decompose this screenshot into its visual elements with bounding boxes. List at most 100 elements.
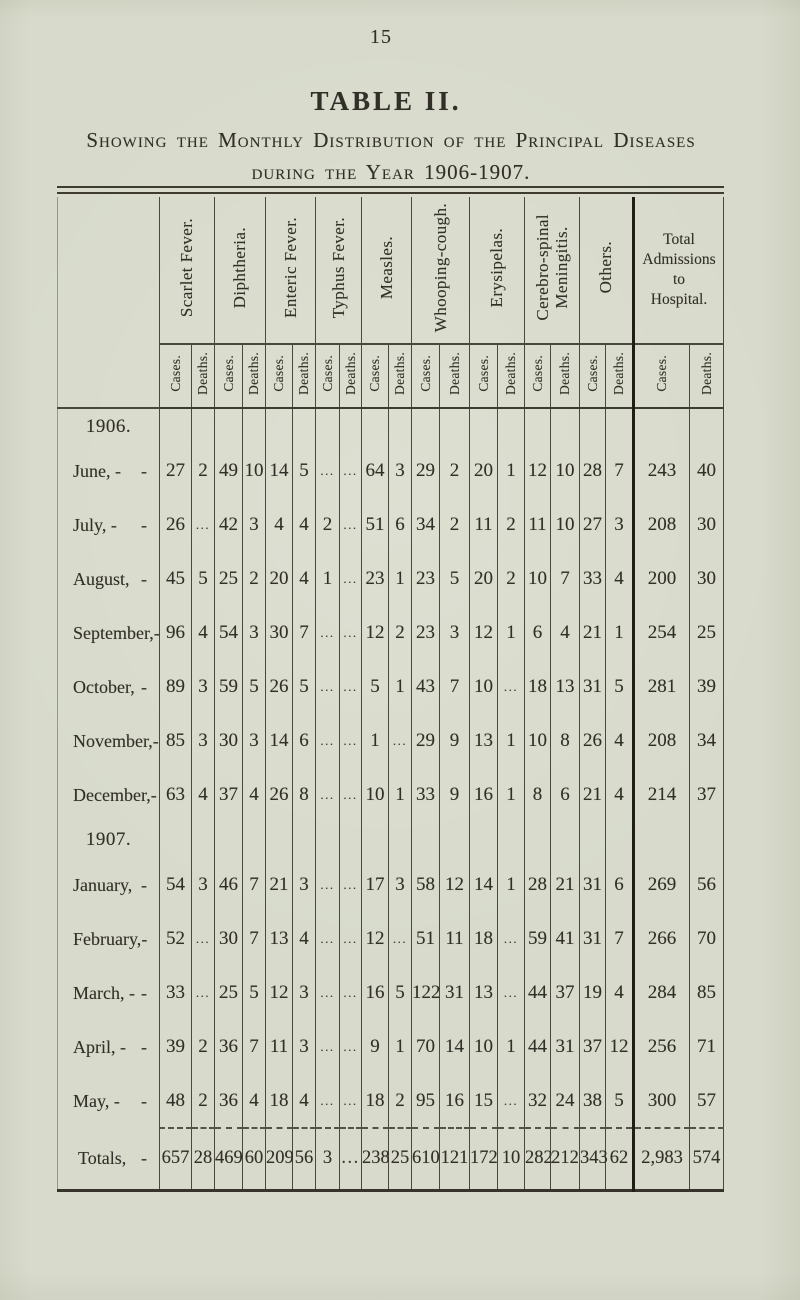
value-cell: 7 <box>292 606 316 660</box>
month-row: September, -96 4 54 3 30 7...... 12 2 23 3 12 1 6 4 21 1… <box>58 606 724 660</box>
value-cell: 11 <box>265 1020 293 1074</box>
value-cell: 25 <box>689 606 724 660</box>
value-cell: 34 <box>411 498 440 552</box>
value-cell: ... <box>339 1020 362 1074</box>
row-label: April, -- <box>58 1020 160 1074</box>
cases-subheader: Cases. <box>411 344 440 409</box>
value-cell <box>242 408 266 444</box>
value-cell <box>439 822 470 858</box>
month-row: January, -54 3 46 7 21 3...... 17 3 58 12 14 1 28 21 31… <box>58 858 724 912</box>
value-cell: 13 <box>265 912 293 966</box>
value-cell: 49 <box>214 444 243 498</box>
value-cell: 36 <box>214 1020 243 1074</box>
value-cell: 23 <box>361 552 389 606</box>
value-cell: 343 <box>579 1127 608 1190</box>
value-cell: 18 <box>265 1074 293 1128</box>
value-cell <box>214 408 243 444</box>
value-cell: 3 <box>388 858 412 912</box>
month-name: June, - <box>73 460 121 481</box>
subheader-label: Deaths. <box>342 352 358 395</box>
row-label: February, - <box>58 912 160 966</box>
value-cell: 30 <box>689 552 724 606</box>
value-cell: 12 <box>605 1020 634 1074</box>
value-cell: 1 <box>315 552 340 606</box>
row-label: March, -- <box>58 966 160 1020</box>
value-cell: 2 <box>497 552 525 606</box>
value-cell: 266 <box>632 912 690 966</box>
value-cell: 56 <box>689 858 724 912</box>
value-cell: 12 <box>361 606 389 660</box>
value-cell: 610 <box>411 1127 440 1190</box>
subtitle-line-1: Showing the Monthly Distribution of the … <box>86 128 696 152</box>
deaths-subheader: Deaths. <box>388 344 412 409</box>
table-subtitle: Showing the Monthly Distribution of the … <box>0 128 782 185</box>
value-cell: 1 <box>497 768 525 822</box>
value-cell: 28 <box>191 1127 215 1190</box>
value-cell: ... <box>497 966 525 1020</box>
value-cell <box>388 822 412 858</box>
value-cell: ... <box>388 912 412 966</box>
value-cell: 4 <box>191 606 215 660</box>
value-cell: ... <box>339 858 362 912</box>
value-cell: 23 <box>411 552 440 606</box>
value-cell: 7 <box>242 1020 266 1074</box>
subheader-label: Deaths. <box>611 352 626 395</box>
disease-label: Typhus Fever. <box>328 216 348 319</box>
value-cell: 18 <box>361 1074 389 1128</box>
value-cell: 28 <box>524 858 551 912</box>
value-cell: 12 <box>469 606 498 660</box>
year-section-row: 1907. <box>58 822 724 858</box>
subheader-label: Deaths. <box>557 352 572 395</box>
table-body: 1906. June, - -27 2 49 10 14 5...... 64 3 29 2 20 1 12… <box>58 408 724 1190</box>
value-cell: 96 <box>159 606 192 660</box>
value-cell: 10 <box>469 660 498 714</box>
value-cell: 4 <box>605 552 634 606</box>
value-cell: 2 <box>439 444 470 498</box>
value-cell: 2 <box>242 552 266 606</box>
value-cell: 469 <box>214 1127 243 1190</box>
row-label: July, - - <box>58 498 160 552</box>
monthly-distribution-table: Scarlet Fever. Diphtheria. Enteric Fever… <box>57 197 724 1192</box>
row-label: August, - <box>58 552 160 606</box>
value-cell: 4 <box>605 714 634 768</box>
cases-subheader: Cases. <box>159 344 192 409</box>
value-cell: 37 <box>579 1020 606 1074</box>
value-cell: ... <box>191 966 215 1020</box>
deaths-subheader: Deaths. <box>439 344 470 409</box>
value-cell: 16 <box>469 768 498 822</box>
value-cell: 52 <box>159 912 192 966</box>
subheader-label: Deaths. <box>296 352 311 395</box>
value-cell: 27 <box>579 498 606 552</box>
value-cell: ... <box>497 660 525 714</box>
value-cell: 2 <box>388 1074 412 1128</box>
value-cell: 4 <box>550 606 580 660</box>
value-cell: 1 <box>497 1020 525 1074</box>
value-cell <box>497 822 525 858</box>
leader-dash: - <box>141 874 147 895</box>
value-cell <box>292 822 316 858</box>
value-cell <box>265 822 293 858</box>
value-cell: 44 <box>524 1020 551 1074</box>
value-cell: ... <box>339 1127 362 1190</box>
header-others: Others. <box>579 197 634 345</box>
value-cell: ... <box>315 912 340 966</box>
value-cell: 26 <box>159 498 192 552</box>
month-row: October, -89 3 59 5 26 5...... 5 1 43 7 10... 18 13 31… <box>58 660 724 714</box>
month-row: July, - -26... 42 3 4 4 2... 51 6 34 2 11 2 11 10 27 3 20… <box>58 498 724 552</box>
value-cell <box>214 822 243 858</box>
value-cell <box>411 408 440 444</box>
disease-label: Whooping-cough. <box>430 202 450 333</box>
value-cell: ... <box>339 1074 362 1128</box>
leader-dash: - <box>141 1090 147 1111</box>
header-diphtheria: Diphtheria. <box>214 197 266 345</box>
month-row: April, - -39 2 36 7 11 3...... 9 1 70 14 10 1 44 31 37 1… <box>58 1020 724 1074</box>
month-name: November, <box>73 730 153 751</box>
value-cell: 4 <box>292 552 316 606</box>
value-cell: 19 <box>579 966 606 1020</box>
month-row: December, -63 4 37 4 26 8...... 10 1 33 9 16 1 8 6 21 4 2… <box>58 768 724 822</box>
value-cell: 20 <box>265 552 293 606</box>
deaths-subheader: Deaths. <box>550 344 580 409</box>
value-cell: 63 <box>159 768 192 822</box>
subheader-label: Deaths. <box>195 352 210 395</box>
value-cell <box>632 408 690 444</box>
